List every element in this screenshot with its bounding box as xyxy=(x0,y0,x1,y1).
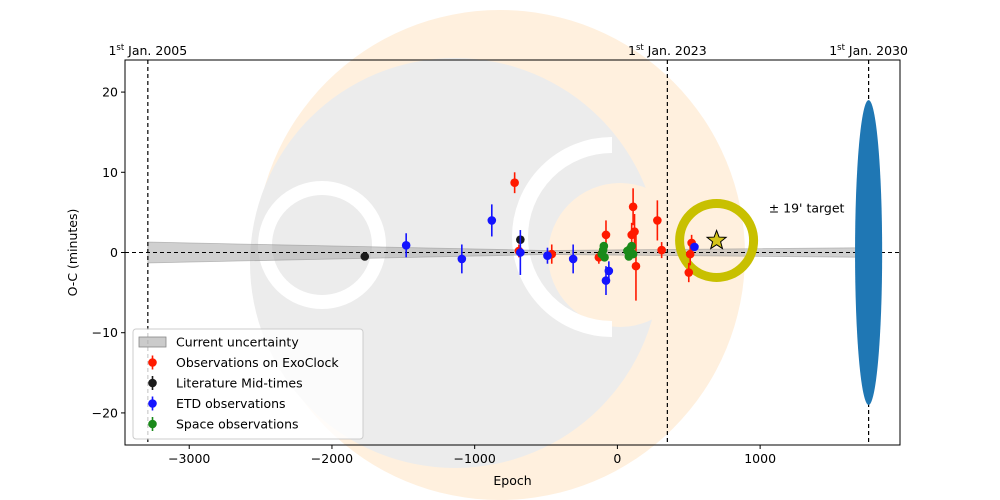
data-point xyxy=(543,247,552,264)
point-marker xyxy=(510,178,519,188)
point-marker xyxy=(657,245,666,255)
x-axis-title: Epoch xyxy=(493,473,531,488)
legend-swatch xyxy=(138,336,167,348)
legend-label: Current uncertainty xyxy=(176,335,299,350)
legend-label: Observations on ExoClock xyxy=(176,355,339,370)
x-tick-label: −1000 xyxy=(454,451,496,466)
data-point xyxy=(627,241,636,251)
point-marker xyxy=(604,266,614,276)
data-point xyxy=(628,188,638,226)
data-point xyxy=(600,253,609,262)
data-point xyxy=(568,244,578,274)
date-label: 1st Jan. 2023 xyxy=(628,43,707,58)
legend: Current uncertainty Observations on ExoCl… xyxy=(132,328,364,440)
legend-marker xyxy=(148,358,157,367)
point-marker xyxy=(487,216,497,225)
y-tick-label: −10 xyxy=(92,325,118,340)
point-marker xyxy=(601,230,611,240)
data-point xyxy=(401,233,411,258)
point-marker xyxy=(600,253,609,262)
point-marker xyxy=(630,227,639,236)
y-tick-label: −20 xyxy=(92,405,118,420)
point-marker xyxy=(543,251,552,261)
legend-label: Space observations xyxy=(176,417,299,432)
data-point xyxy=(690,242,699,252)
point-marker xyxy=(653,216,662,225)
point-marker xyxy=(628,202,638,212)
data-point xyxy=(487,204,497,237)
data-point xyxy=(516,230,525,275)
x-tick-label: 1000 xyxy=(744,451,776,466)
x-tick-label: −2000 xyxy=(311,451,353,466)
legend-marker xyxy=(148,378,157,388)
data-point xyxy=(457,244,467,274)
y-tick-label: 10 xyxy=(102,165,118,180)
legend-marker xyxy=(148,419,157,429)
target-ring xyxy=(675,198,759,282)
data-point xyxy=(510,172,519,194)
point-marker xyxy=(360,252,370,261)
future-uncertainty-ellipse xyxy=(855,100,883,405)
point-marker xyxy=(690,242,699,252)
date-label: 1st Jan. 2030 xyxy=(829,43,908,58)
data-point xyxy=(657,242,666,259)
point-marker xyxy=(599,241,609,251)
legend-label: Literature Mid-times xyxy=(176,376,303,391)
date-marker-labels: 1st Jan. 2005 1st Jan. 2023 1st Jan. 2030 xyxy=(108,43,908,58)
x-tick-label: 0 xyxy=(613,451,621,466)
date-label: 1st Jan. 2005 xyxy=(108,43,187,58)
point-marker xyxy=(628,249,638,259)
point-marker xyxy=(684,268,694,277)
point-marker xyxy=(685,249,695,259)
future-ellipse xyxy=(855,100,883,405)
point-marker xyxy=(627,241,636,251)
x-tick-label: −3000 xyxy=(168,451,210,466)
legend-label: ETD observations xyxy=(176,396,286,411)
y-axis: −20 −10 0 10 20 xyxy=(92,85,125,420)
point-marker xyxy=(631,261,641,271)
data-point xyxy=(628,249,638,259)
data-point xyxy=(599,241,609,251)
data-point xyxy=(604,261,614,281)
data-point xyxy=(631,231,641,301)
point-marker xyxy=(568,254,578,264)
target-marker xyxy=(675,198,759,282)
legend-marker xyxy=(148,399,157,408)
x-axis: −3000 −2000 −1000 0 1000 xyxy=(168,445,776,466)
y-tick-label: 20 xyxy=(102,85,118,100)
observation-points xyxy=(360,172,699,301)
point-marker xyxy=(516,248,525,257)
point-marker xyxy=(457,254,467,264)
y-tick-label: 0 xyxy=(110,245,118,260)
data-point xyxy=(684,262,694,283)
data-point xyxy=(360,252,370,261)
y-axis-title: O-C (minutes) xyxy=(65,209,80,297)
target-label: ± 19' target xyxy=(769,200,845,215)
point-marker xyxy=(401,240,411,250)
legend-box xyxy=(132,328,364,440)
target-star xyxy=(705,229,728,250)
data-point xyxy=(653,200,662,241)
